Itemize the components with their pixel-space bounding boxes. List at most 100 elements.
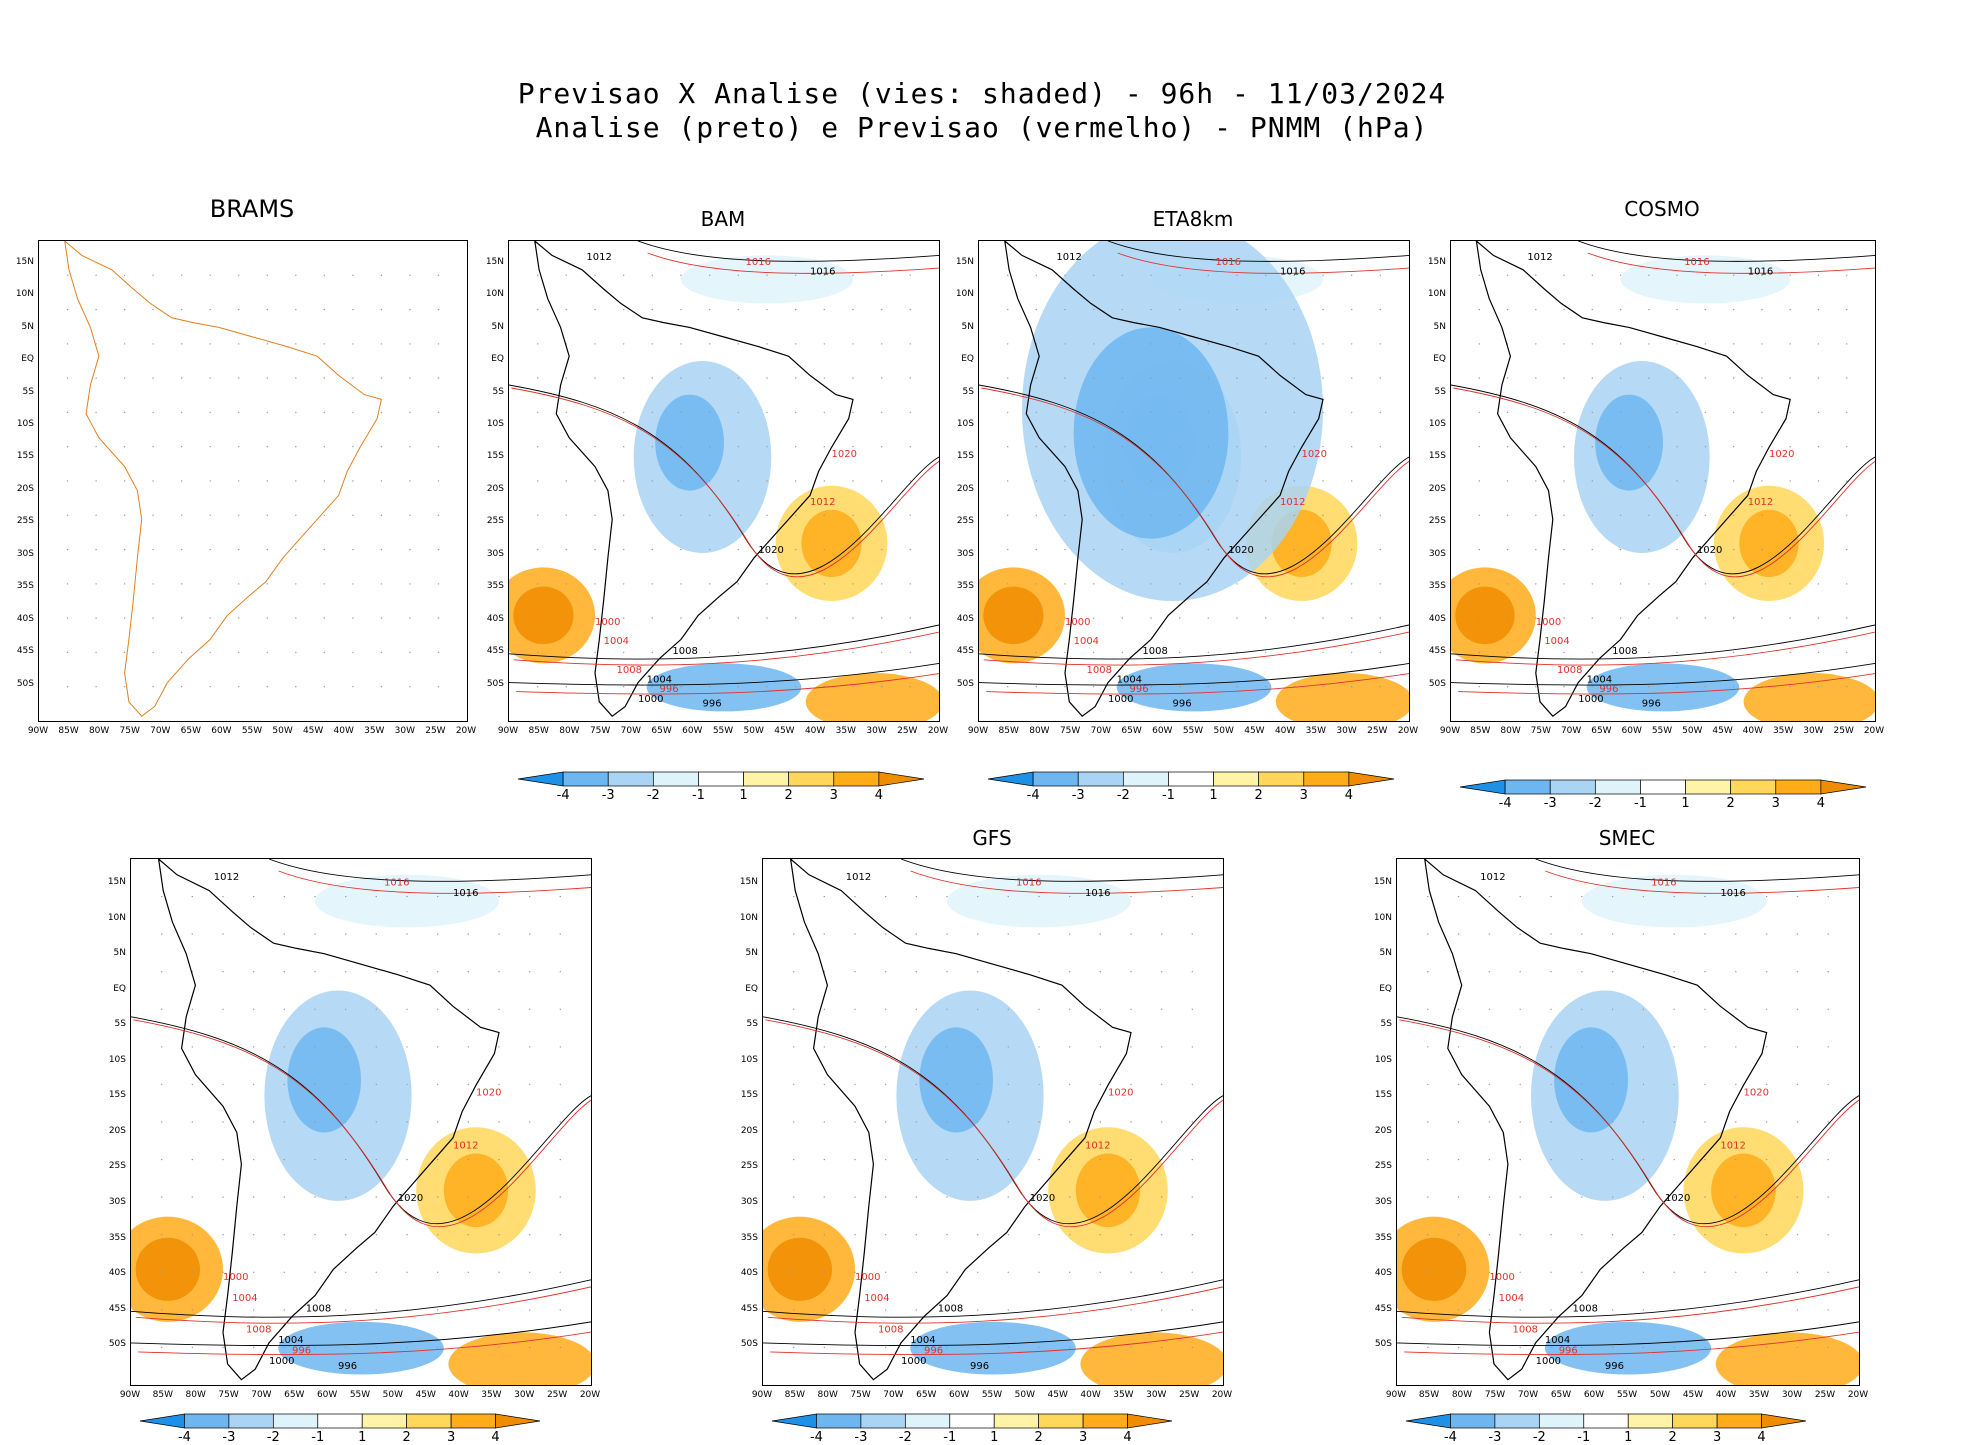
isobar-label-forecast: 1020 [1108, 1088, 1133, 1099]
panel-title-gfs: GFS [972, 826, 1012, 850]
isobar-label-forecast: 1020 [1302, 449, 1327, 460]
isobar-label-analysis: 1008 [1612, 646, 1637, 657]
colorbar-tick-label: -2 [646, 788, 660, 803]
lon-tick-label: 40W [804, 726, 826, 736]
isobar-label-forecast: 1004 [232, 1293, 257, 1304]
map-panel-eta: 1012 1016 1020 1008 1004 1000 996 1016 1020 1012 1… [978, 240, 1410, 722]
colorbar-tick-label: 3 [1712, 1430, 1722, 1445]
colorbar-gfs [762, 1412, 1182, 1430]
colorbar-tick-label: -3 [1488, 1430, 1502, 1445]
isobar-label-analysis: 1012 [846, 872, 871, 883]
colorbar-tick-label: -1 [311, 1430, 325, 1445]
lon-tick-label: 90W [27, 726, 49, 736]
colorbar-tick-label: -2 [1588, 796, 1602, 811]
isobar-label-analysis: 1004 [1117, 675, 1142, 686]
lon-tick-label: 50W [382, 1390, 404, 1400]
colorbar-tick-label: 3 [1078, 1430, 1088, 1445]
isobar-label-forecast: 1004 [1544, 636, 1569, 647]
lon-tick-label: 55W [349, 1390, 371, 1400]
lon-tick-label: 90W [1439, 726, 1461, 736]
lat-tick-label: 20S [740, 1125, 758, 1136]
lat-tick-label: 10N [485, 289, 504, 300]
colorbar-tick-label: -3 [601, 788, 615, 803]
lon-tick-label: 30W [1336, 726, 1357, 736]
panel-title-brams: BRAMS [209, 195, 295, 223]
isobar-label-analysis: 1000 [901, 1356, 926, 1367]
colorbar-tick-label: -1 [691, 788, 705, 803]
isobar-label-forecast: 1016 [384, 877, 409, 888]
lat-tick-label: 40S [16, 613, 34, 624]
lon-tick-label: 85W [528, 726, 549, 736]
lat-tick-label: 15N [1373, 877, 1392, 888]
lat-tick-label: 10N [1373, 912, 1392, 923]
lat-tick-label: EQ [113, 983, 126, 994]
map-panel-smec: 1012 1016 1020 1008 1004 1000 996 1016 1020 1012 1… [1396, 858, 1860, 1386]
lat-tick-label: 25S [1428, 516, 1446, 527]
figure-title-line1: Previsao X Analise (vies: shaded) - 96h … [517, 77, 1447, 110]
isobar-label-forecast: 1000 [595, 617, 620, 628]
map-panel-bam: 1012 1016 1020 1008 1004 1000 996 1016 1020 1012 1… [508, 240, 940, 722]
lat-tick-label: 50S [740, 1339, 758, 1350]
lat-tick-label: 50S [1428, 678, 1446, 689]
lon-tick-label: 80W [185, 1390, 206, 1400]
lon-tick-label: 25W [897, 726, 918, 736]
map-panel-p5: 1012 1016 1020 1008 1004 1000 996 1016 1020 1012 1… [130, 858, 592, 1386]
isobar-label-forecast: 1000 [1489, 1272, 1514, 1283]
lon-tick-label: 60W [316, 1390, 338, 1400]
lon-tick-label: 50W [1682, 726, 1703, 736]
colorbar-tick-label: 3 [1299, 788, 1308, 803]
isobar-label-analysis: 996 [1605, 1361, 1624, 1372]
colorbar-tick-label: 1 [739, 788, 748, 803]
lon-tick-label: 35W [364, 726, 385, 736]
lon-tick-label: 40W [1742, 726, 1764, 736]
colorbar-tick-label: -3 [222, 1430, 236, 1445]
lon-tick-label: 75W [218, 1390, 239, 1400]
lon-tick-label: 65W [1121, 726, 1142, 736]
lat-tick-label: 45S [16, 646, 34, 657]
colorbar-tick-label: 2 [784, 788, 793, 803]
isobar-label-analysis: 1008 [938, 1303, 963, 1314]
colorbar-bam [508, 770, 934, 788]
colorbar-tick-label: 3 [446, 1430, 456, 1445]
isobar-label-forecast: 1020 [1769, 449, 1794, 460]
lat-tick-label: 40S [486, 613, 504, 624]
lat-tick-label: EQ [491, 354, 504, 365]
lon-tick-label: 55W [241, 726, 263, 736]
lat-tick-label: 50S [108, 1339, 126, 1350]
lon-tick-label: 20W [1397, 726, 1419, 736]
lon-tick-label: 30W [1146, 1390, 1167, 1400]
isobar-label-forecast: 1012 [1280, 497, 1305, 508]
lat-tick-label: 10S [956, 419, 974, 430]
lon-tick-label: 85W [784, 1390, 806, 1400]
lat-tick-label: 5N [1433, 321, 1446, 332]
isobar-label-analysis: 996 [1173, 699, 1192, 710]
lat-tick-label: 15S [1428, 451, 1446, 462]
lat-tick-label: 10N [1427, 289, 1446, 300]
colorbar-tick-label: -2 [1532, 1430, 1546, 1445]
colorbar-tick-label: -1 [1577, 1430, 1591, 1445]
lat-tick-label: 5N [745, 948, 758, 959]
isobar-label-analysis: 1004 [647, 675, 672, 686]
colorbar-tick-label: -2 [1116, 788, 1130, 803]
lat-tick-label: 15S [16, 451, 34, 462]
isobar-label-analysis: 1020 [1030, 1193, 1055, 1204]
lat-tick-label: 10S [1374, 1054, 1392, 1065]
isobar-label-forecast: 1016 [1216, 257, 1241, 268]
lon-tick-label: 85W [58, 726, 79, 736]
lat-tick-label: 40S [108, 1268, 126, 1279]
lon-tick-label: 35W [1772, 726, 1794, 736]
isobar-label-forecast: 1016 [746, 257, 771, 268]
isobar-label-analysis: 1004 [278, 1335, 303, 1346]
isobar-label-analysis: 1000 [638, 694, 663, 705]
lat-tick-label: 40S [1428, 613, 1446, 624]
lat-tick-label: 30S [740, 1196, 758, 1207]
isobar-label-forecast: 1004 [1074, 636, 1099, 647]
isobar-label-analysis: 1000 [1108, 694, 1133, 705]
lon-tick-label: 55W [712, 726, 734, 736]
map-canvas-brams [64, 241, 440, 717]
colorbar-tick-label: 3 [829, 788, 838, 803]
colorbar-tick-label: 4 [874, 788, 884, 803]
isobar-label-forecast: 1000 [1065, 617, 1090, 628]
